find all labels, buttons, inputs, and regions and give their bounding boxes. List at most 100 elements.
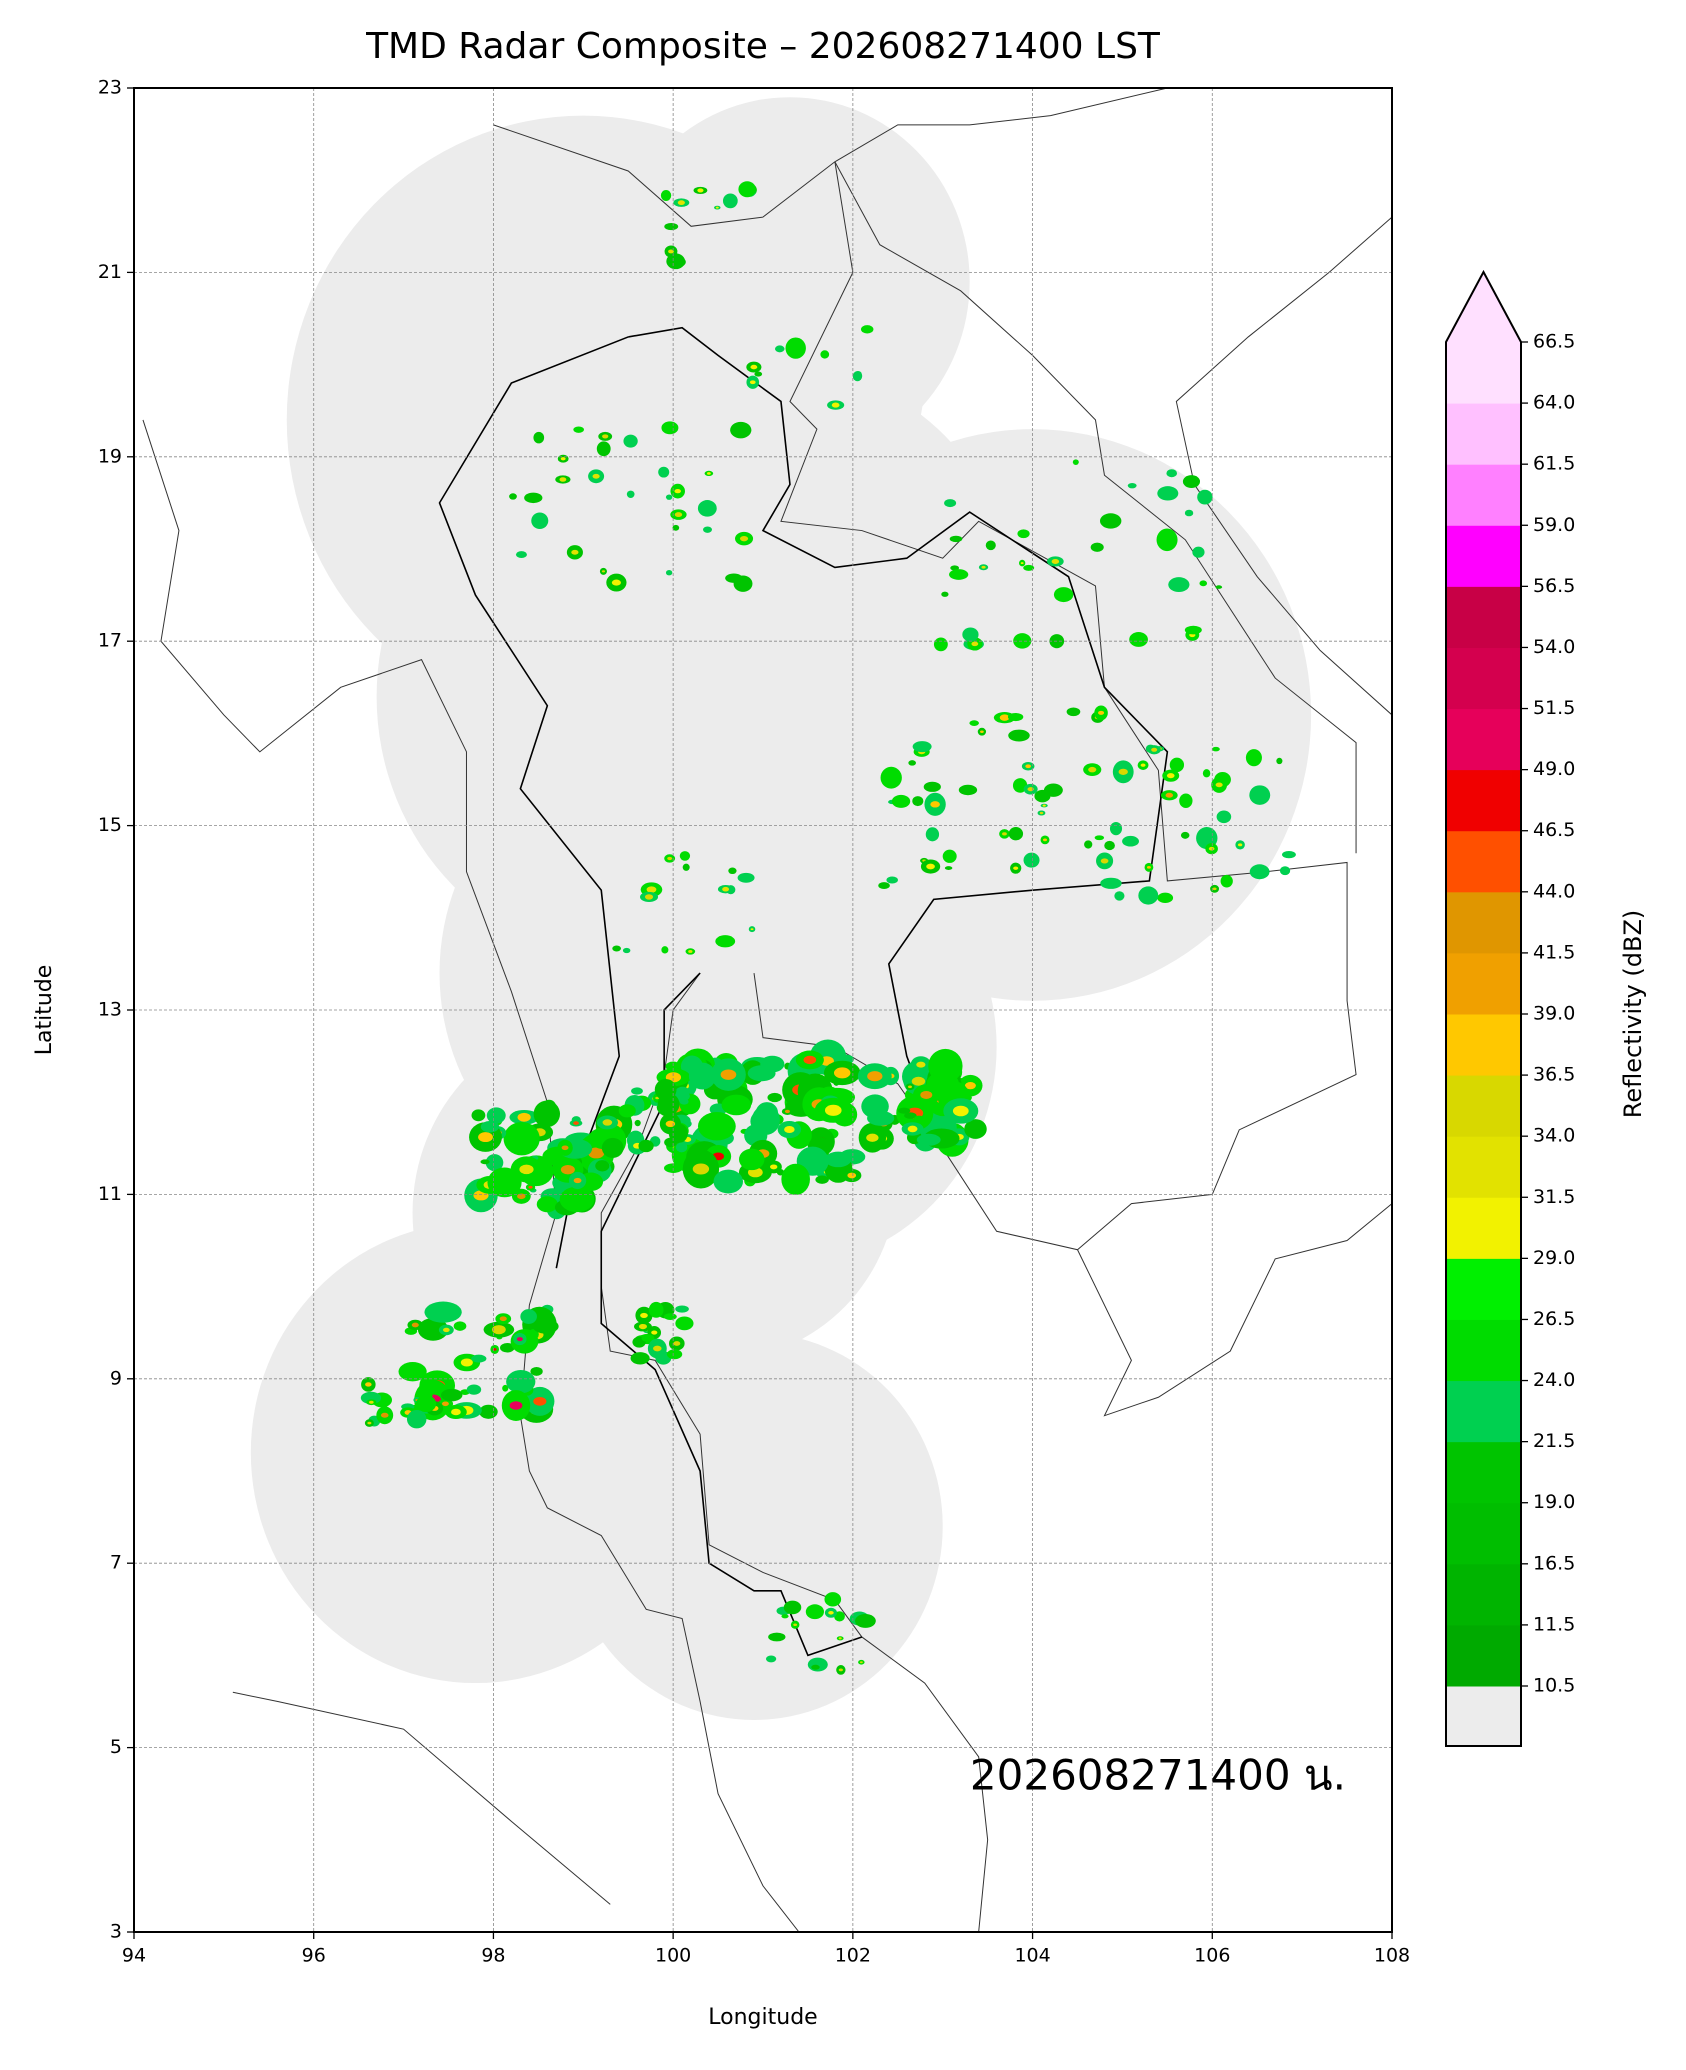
radar-echo (737, 872, 755, 883)
radar-echo (904, 1112, 917, 1119)
radar-echo (820, 350, 830, 359)
radar-echo (908, 760, 916, 766)
radar-echo (942, 849, 957, 863)
radar-echo-core (930, 801, 940, 808)
radar-echo-core (926, 863, 935, 870)
radar-echo (1182, 475, 1201, 488)
radar-echo (1279, 866, 1291, 876)
radar-echo (486, 1107, 506, 1124)
radar-echo (897, 1107, 911, 1114)
radar-echo-core (451, 1408, 461, 1416)
radar-echo (480, 1121, 500, 1133)
radar-echo-core (571, 549, 579, 555)
colorbar-tick-label: 54.0 (1533, 636, 1575, 658)
radar-echo (747, 1065, 776, 1082)
x-tick-label: 94 (122, 1945, 146, 1967)
radar-echo (638, 1139, 654, 1153)
radar-echo (596, 441, 611, 457)
radar-echo-core (739, 535, 749, 542)
colorbar-segment (1446, 464, 1521, 526)
radar-echo (811, 1664, 820, 1670)
radar-echo-core (1025, 764, 1031, 769)
radar-echo (815, 1175, 829, 1184)
colorbar-segment (1446, 586, 1521, 648)
radar-echo-core (999, 714, 1010, 721)
colorbar-segment (1446, 403, 1521, 465)
radar-echo-core (750, 928, 754, 931)
colorbar-tick-label: 66.5 (1533, 331, 1575, 353)
colorbar-segment (1446, 1380, 1521, 1443)
radar-echo (969, 720, 979, 726)
radar-echo (682, 863, 690, 871)
radar-echo (1127, 482, 1137, 489)
radar-echo (1282, 850, 1296, 859)
radar-echo (471, 1354, 487, 1363)
radar-echo (654, 1078, 677, 1101)
radar-echo (962, 627, 979, 642)
radar-echo (941, 591, 949, 597)
colorbar-tick-label: 51.5 (1533, 697, 1575, 719)
y-tick-label: 13 (98, 999, 122, 1021)
colorbar-tick-label: 16.5 (1533, 1552, 1575, 1574)
radar-echo-core (847, 1172, 857, 1179)
radar-echo-core (561, 1145, 569, 1151)
radar-echo (1169, 757, 1185, 773)
radar-echo-core (908, 1085, 912, 1089)
radar-echo-core (784, 1109, 790, 1114)
radar-echo (1023, 564, 1035, 571)
radar-echo (479, 1404, 498, 1419)
radar-echo (1199, 580, 1208, 587)
radar-echo (949, 535, 963, 543)
colorbar-tick-label: 31.5 (1533, 1186, 1575, 1208)
colorbar-tick-label: 10.5 (1533, 1675, 1575, 1697)
radar-echo (783, 1600, 802, 1615)
border (834, 161, 1357, 854)
radar-echo (424, 1301, 462, 1323)
colorbar-tick-label: 56.5 (1533, 575, 1575, 597)
radar-echo (515, 551, 527, 558)
radar-echo-core (784, 1126, 795, 1134)
colorbar-segment (1446, 1624, 1521, 1687)
radar-echo (532, 1319, 559, 1334)
x-tick-label: 96 (302, 1945, 326, 1967)
y-axis-label: Latitude (32, 965, 57, 1056)
radar-echo (665, 494, 673, 500)
radar-echo (1017, 529, 1030, 539)
radar-echo-core (533, 1396, 547, 1406)
colorbar-frame (1445, 269, 1522, 1747)
radar-echo (1216, 810, 1232, 824)
radar-echo-core (441, 1401, 449, 1407)
map-title: TMD Radar Composite – 202608271400 LST (365, 26, 1161, 67)
radar-echo (730, 421, 752, 439)
radar-echo (728, 867, 737, 875)
radar-echo (1184, 625, 1202, 635)
radar-echo (500, 1342, 515, 1353)
radar-echo (536, 1196, 558, 1213)
radar-echo (466, 1384, 482, 1395)
x-tick-label: 108 (1374, 1945, 1410, 1967)
radar-echo (878, 882, 890, 890)
radar-echo (1276, 757, 1283, 765)
radar-echo (933, 637, 948, 652)
radar-echo-core (1098, 710, 1105, 715)
radar-echo-core (367, 1421, 372, 1425)
radar-echo-core (920, 1090, 933, 1099)
radar-echo (767, 1092, 782, 1103)
radar-echo-core (499, 1316, 507, 1322)
radar-echo (360, 1391, 382, 1405)
radar-echo-core (697, 188, 704, 193)
colorbar-segment (1446, 830, 1521, 893)
radar-echo (416, 1395, 437, 1413)
radar-echo (1138, 886, 1159, 905)
radar-echo (675, 1142, 688, 1153)
radar-echo-core (1146, 866, 1151, 869)
radar-echo-core (411, 1322, 419, 1328)
radar-echo (1066, 707, 1081, 717)
radar-echo-core (478, 1132, 493, 1143)
radar-echo-core (833, 1067, 851, 1079)
radar-echo (739, 1148, 765, 1171)
radar-echo (1202, 769, 1211, 778)
radar-echo-core (677, 200, 685, 206)
radar-echo (1043, 783, 1063, 797)
radar-echo (1220, 874, 1233, 888)
